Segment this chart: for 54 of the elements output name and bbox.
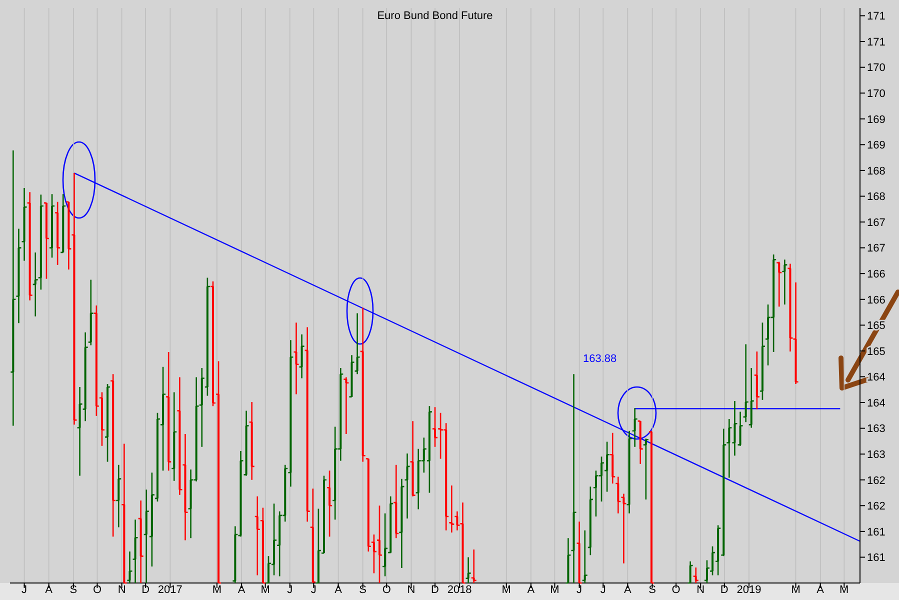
x-tick-label: 2018	[447, 584, 472, 596]
x-tick-label: 2017	[158, 584, 182, 596]
x-tick-label: A	[527, 584, 536, 596]
x-tick-label: O	[672, 584, 681, 596]
x-tick-label: J	[576, 584, 582, 596]
x-tick-label: J	[310, 584, 316, 596]
y-tick-label: 167	[867, 242, 886, 255]
chart-title: Euro Bund Bond Future	[376, 10, 494, 22]
x-tick-label: A	[238, 584, 246, 596]
x-tick-label: N	[407, 584, 416, 596]
x-tick-label: S	[70, 584, 78, 596]
annotation: 163.88	[583, 353, 617, 365]
x-tick-label: J	[287, 584, 293, 596]
x-tick-label: J	[600, 584, 606, 596]
y-tick-label: 168	[867, 191, 886, 204]
x-tick-label: O	[92, 584, 102, 596]
x-tick-label: A	[624, 584, 632, 596]
x-tick-label: S	[359, 584, 367, 596]
y-tick-label: 165	[867, 346, 886, 358]
y-tick-label: 169	[867, 114, 886, 126]
y-tick-label: 166	[867, 268, 886, 280]
x-tick-label: 2019	[736, 584, 762, 596]
x-tick-label: N	[696, 584, 705, 596]
x-tick-label: S	[648, 584, 656, 596]
x-tick-label: D	[431, 584, 440, 596]
x-tick-label: A	[334, 584, 343, 596]
y-tick-label: 162	[867, 474, 886, 487]
y-tick-label: 170	[867, 88, 886, 100]
y-tick-label: 168	[867, 165, 886, 178]
y-tick-label: 171	[867, 10, 886, 23]
x-tick-label: M	[791, 584, 800, 596]
y-tick-label: 169	[867, 140, 886, 152]
x-tick-label: M	[260, 584, 270, 596]
x-tick-label: D	[720, 584, 728, 596]
x-tick-label: M	[840, 584, 849, 596]
y-tick-label: 161	[867, 526, 886, 538]
y-tick-label: 167	[867, 216, 886, 229]
y-tick-label: 161	[867, 552, 886, 564]
y-tick-label: 162	[867, 500, 886, 513]
x-tick-label: D	[142, 584, 150, 596]
x-tick-label: A	[45, 584, 54, 596]
y-tick-label: 164	[867, 397, 886, 410]
y-tick-label: 163	[867, 448, 886, 461]
y-tick-label: 170	[867, 62, 886, 74]
x-tick-label: M	[212, 584, 222, 596]
x-tick-label: O	[382, 584, 392, 596]
x-tick-label: M	[502, 584, 511, 596]
x-tick-label: M	[550, 584, 560, 596]
x-tick-label: J	[22, 584, 28, 596]
x-tick-label: N	[118, 584, 126, 596]
y-tick-label: 171	[867, 36, 886, 48]
y-tick-label: 163	[867, 423, 886, 436]
y-tick-label: 166	[867, 294, 886, 306]
x-tick-label: A	[816, 584, 825, 596]
